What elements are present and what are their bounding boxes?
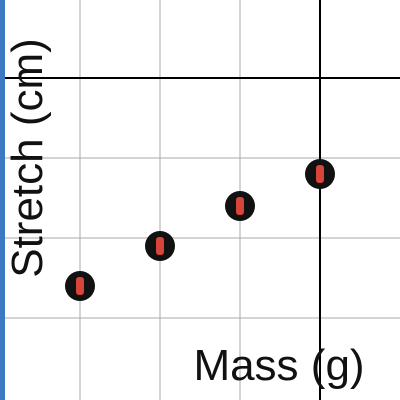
y-axis-label: Stretch (cm) xyxy=(3,38,52,278)
x-axis-label: Mass (g) xyxy=(193,341,364,390)
point-marker-fill xyxy=(316,165,324,183)
data-points xyxy=(65,159,335,301)
point-marker-fill xyxy=(236,197,244,215)
data-point xyxy=(65,271,95,301)
data-point xyxy=(145,231,175,261)
point-marker-fill xyxy=(156,237,164,255)
point-marker-fill xyxy=(76,277,84,295)
data-point xyxy=(225,191,255,221)
data-point xyxy=(305,159,335,189)
left-axis-bar xyxy=(0,0,5,400)
